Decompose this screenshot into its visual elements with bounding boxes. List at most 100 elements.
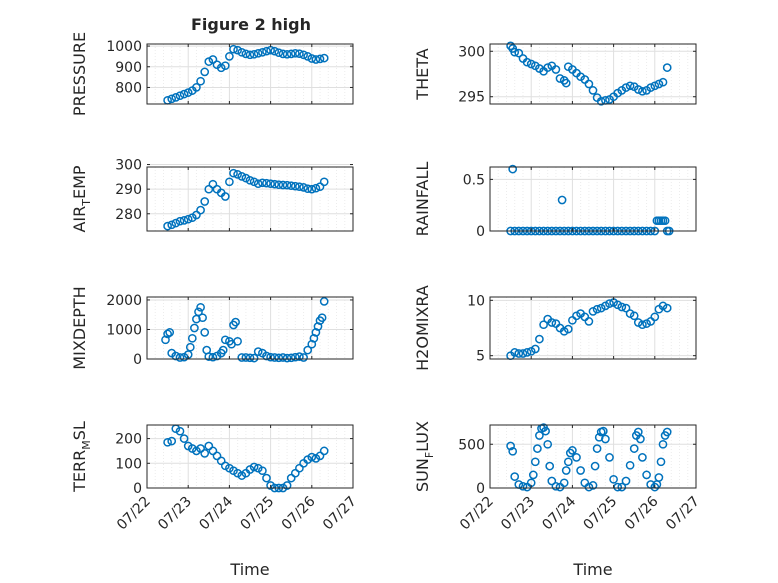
data-point [605,453,614,462]
data-point [270,46,280,56]
data-point [175,91,185,101]
panel-rainfall: 0 0.5 RAINFALL [413,162,697,240]
data-point [225,52,234,61]
data-point [198,313,207,323]
data-point [547,318,557,327]
y-tick-label: 295 [458,90,485,106]
y-tick-label: 800 [115,80,142,96]
data-point [295,49,304,59]
data-point [621,476,631,486]
axes-box [146,43,354,105]
data-point [233,468,242,478]
data-point [605,299,614,308]
data-point [307,184,317,194]
data-point [526,59,536,69]
data-point [625,81,635,91]
data-point [638,320,647,330]
y-tick-label: 100 [115,456,142,472]
panel-air-temp: 280 290 300 AIRTEMP [70,158,354,233]
axes-box [146,296,354,360]
y-tick-label: 10 [467,293,485,309]
data-point [249,49,259,59]
y-tick-label: 290 [115,182,142,198]
data-point [167,94,177,104]
data-point [183,214,193,224]
data-point [315,451,325,461]
data-point [572,453,581,462]
data-point [510,47,520,57]
data-point [233,170,242,179]
data-point [192,446,201,456]
data-point [315,54,325,64]
y-tick-label: 0 [476,481,485,497]
data-point [543,63,553,72]
data-point [518,349,528,358]
data-point [601,434,610,444]
data-point [237,172,247,181]
data-point [307,54,317,63]
data-point [208,55,218,64]
data-point [208,352,218,362]
data-point [249,353,259,363]
data-point [229,44,238,54]
data-point [633,85,643,94]
y-axis-label-pressure: PRESSURE [70,32,89,116]
data-point [167,436,177,446]
data-point [625,460,635,470]
data-point [584,79,594,89]
data-point [613,482,623,492]
data-point [163,437,172,447]
x-tick-label: 07/23 [155,494,195,534]
data-point [241,49,251,59]
data-point [282,49,292,59]
data-point [561,78,571,88]
data-point [278,49,288,59]
y-tick-label: 0 [133,352,142,368]
data-point [617,302,627,312]
data-point [187,333,197,343]
plot-area [147,297,353,359]
data-point [179,434,189,443]
data-point [249,462,259,472]
data-point [629,444,639,453]
data-point [200,197,210,206]
plot-area [490,44,696,104]
data-point [262,473,271,483]
data-point [171,351,181,361]
data-point [510,348,520,357]
panel-terr-msl: 07/22 07/23 07/24 07/25 07/26 07/27 0 100 200 TER… [70,421,360,579]
data-point [274,180,284,190]
data-point [518,481,528,491]
data-point [539,320,548,330]
x-tick-label: 07/23 [498,494,538,534]
data-point [286,353,296,363]
data-point [231,317,240,327]
axes-box [489,424,697,489]
y-axis-label-theta: THETA [413,48,432,100]
x-tick-label: 07/27 [663,494,703,534]
data-point [245,353,255,363]
data-point [654,79,664,89]
panel-h2omixra: 5 10 H2OMIXRA [413,285,697,371]
axes-box [146,166,354,232]
data-point [262,46,271,56]
data-point [319,177,329,187]
panel-pressure: 800 900 1000 PRESSURE [70,32,354,116]
data-point [311,183,321,193]
data-point [584,482,594,492]
y-tick-label: 1000 [106,322,142,338]
data-point [530,344,540,354]
data-point [514,349,524,358]
data-point [662,427,672,437]
data-point [596,303,606,313]
data-point [584,317,594,326]
data-point [299,183,308,192]
data-point [660,216,670,226]
y-tick-label: 500 [458,437,485,453]
data-point [258,178,267,188]
y-axis-label-mixdepth: MIXDEPTH [70,286,89,369]
data-point [253,179,263,189]
data-point [218,345,228,355]
data-point [522,57,532,67]
